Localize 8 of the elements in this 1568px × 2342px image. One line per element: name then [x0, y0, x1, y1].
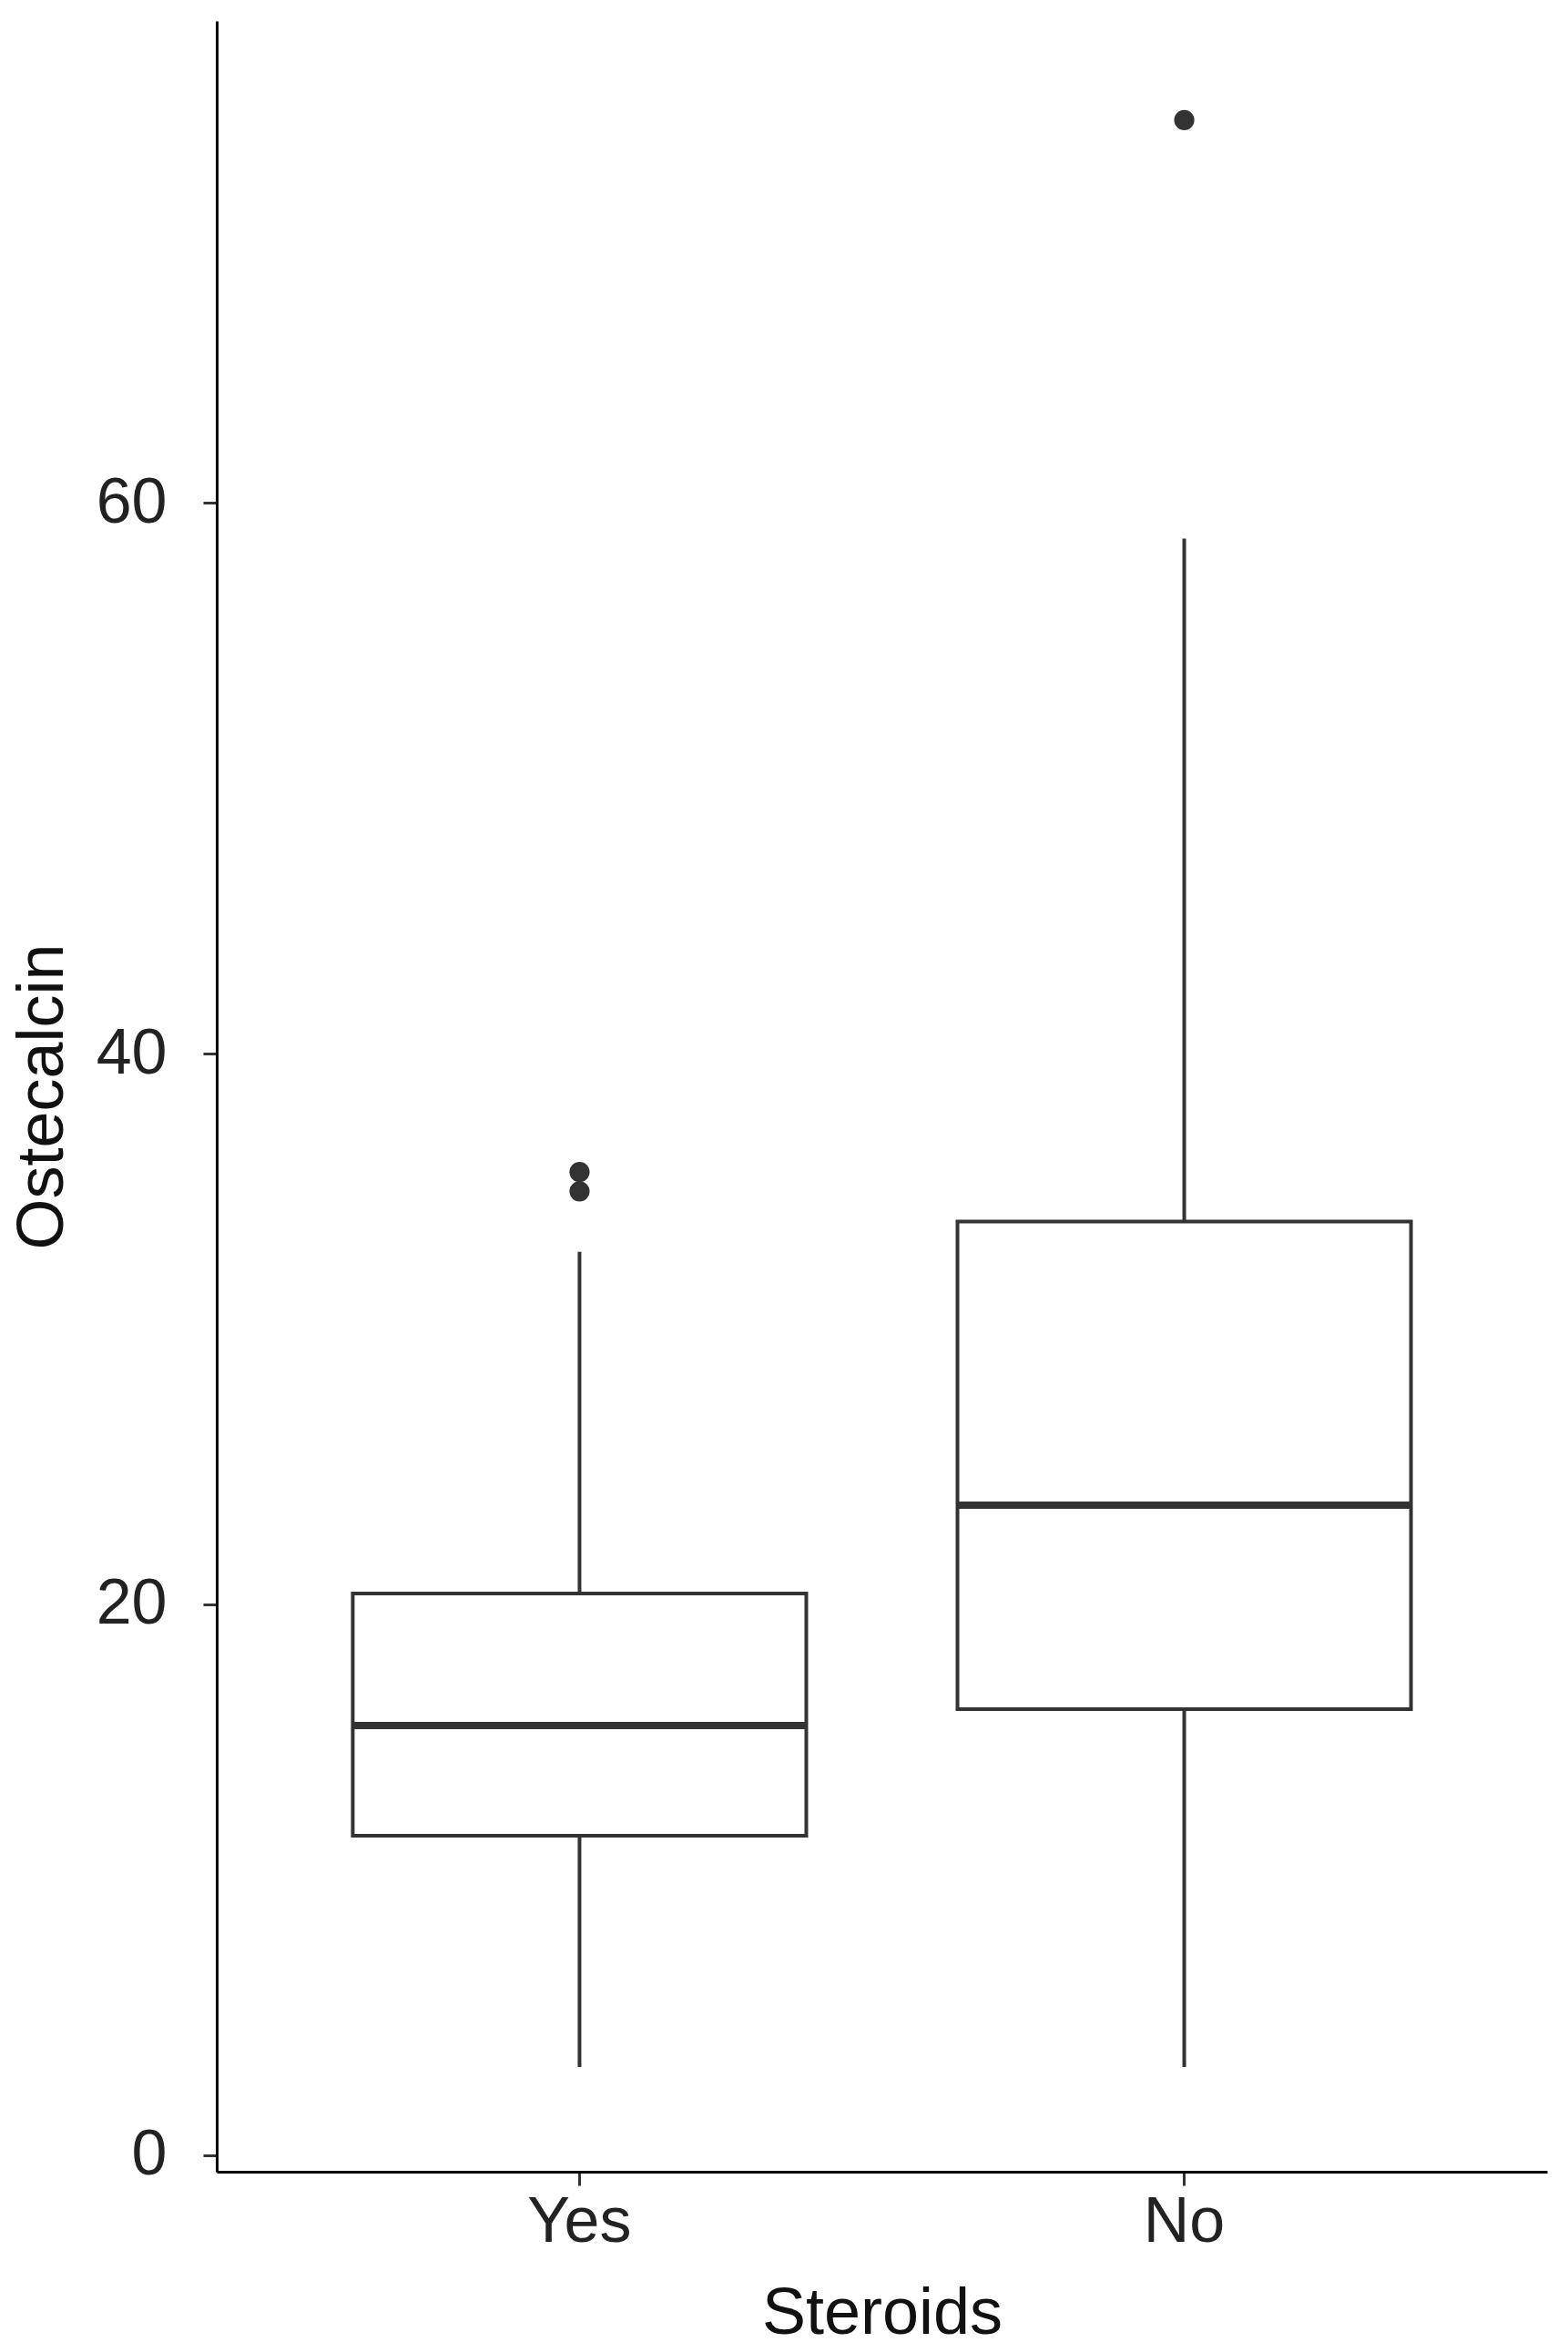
y-tick-label: 0 — [131, 2117, 168, 2189]
x-tick-label: Yes — [527, 2184, 632, 2255]
x-axis-title: Steroids — [761, 2274, 1003, 2342]
y-tick-label: 60 — [96, 464, 168, 536]
y-tick-label: 20 — [96, 1566, 168, 1638]
x-tick-label: No — [1143, 2184, 1226, 2255]
y-axis-title: Ostecalcin — [3, 943, 76, 1250]
y-tick-label: 40 — [96, 1015, 168, 1087]
